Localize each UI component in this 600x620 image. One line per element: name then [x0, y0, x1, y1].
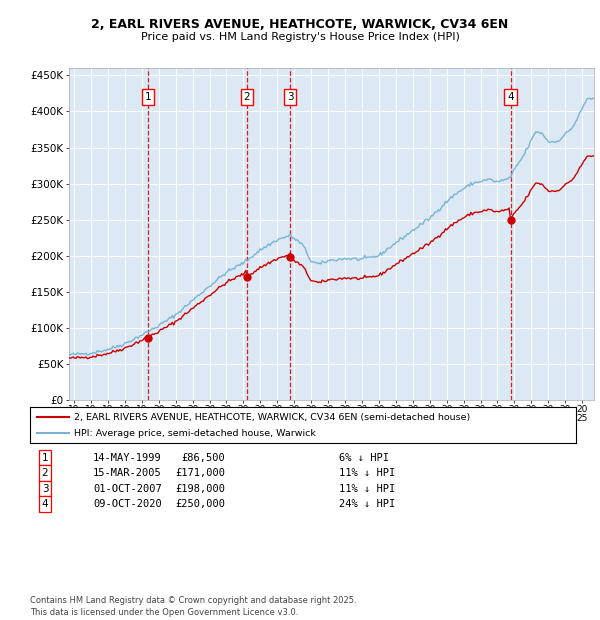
- Text: Contains HM Land Registry data © Crown copyright and database right 2025.
This d: Contains HM Land Registry data © Crown c…: [30, 596, 356, 617]
- Text: 11% ↓ HPI: 11% ↓ HPI: [339, 468, 395, 478]
- Text: £86,500: £86,500: [181, 453, 225, 463]
- Text: 4: 4: [507, 92, 514, 102]
- Text: 3: 3: [41, 484, 49, 494]
- Text: £171,000: £171,000: [175, 468, 225, 478]
- Text: 2, EARL RIVERS AVENUE, HEATHCOTE, WARWICK, CV34 6EN (semi-detached house): 2, EARL RIVERS AVENUE, HEATHCOTE, WARWIC…: [74, 413, 470, 422]
- Text: 6% ↓ HPI: 6% ↓ HPI: [339, 453, 389, 463]
- Text: 1: 1: [145, 92, 151, 102]
- Text: 4: 4: [41, 499, 49, 509]
- Text: HPI: Average price, semi-detached house, Warwick: HPI: Average price, semi-detached house,…: [74, 429, 316, 438]
- Text: 15-MAR-2005: 15-MAR-2005: [93, 468, 162, 478]
- Text: 2: 2: [41, 468, 49, 478]
- Text: Price paid vs. HM Land Registry's House Price Index (HPI): Price paid vs. HM Land Registry's House …: [140, 32, 460, 42]
- Text: 01-OCT-2007: 01-OCT-2007: [93, 484, 162, 494]
- Text: 11% ↓ HPI: 11% ↓ HPI: [339, 484, 395, 494]
- Text: 2, EARL RIVERS AVENUE, HEATHCOTE, WARWICK, CV34 6EN: 2, EARL RIVERS AVENUE, HEATHCOTE, WARWIC…: [91, 19, 509, 31]
- Text: 3: 3: [287, 92, 293, 102]
- Text: 09-OCT-2020: 09-OCT-2020: [93, 499, 162, 509]
- Text: 2: 2: [244, 92, 250, 102]
- Text: £198,000: £198,000: [175, 484, 225, 494]
- Text: 1: 1: [41, 453, 49, 463]
- Text: £250,000: £250,000: [175, 499, 225, 509]
- Text: 14-MAY-1999: 14-MAY-1999: [93, 453, 162, 463]
- Text: 24% ↓ HPI: 24% ↓ HPI: [339, 499, 395, 509]
